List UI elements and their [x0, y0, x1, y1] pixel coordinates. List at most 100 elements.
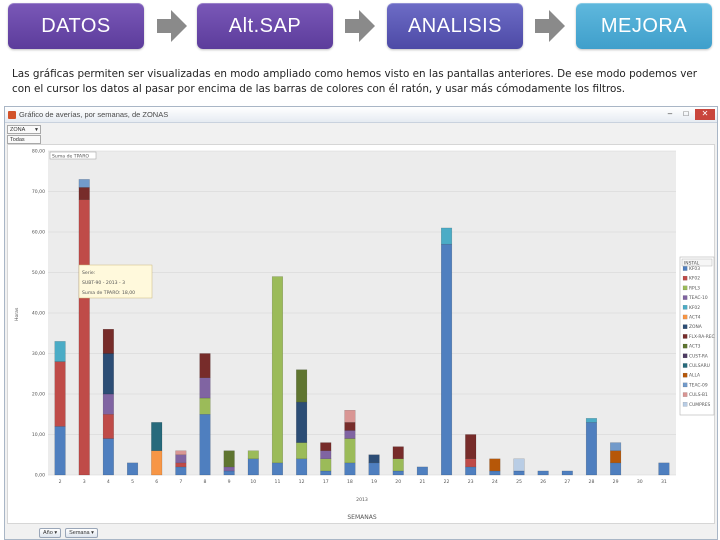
y-axis-ticks: 0,00 10,00 20,00 30,00 40,00 50,00 60,00 70,00 8… — [32, 149, 45, 479]
bar-segment[interactable] — [199, 377, 211, 399]
bar-segment[interactable] — [223, 466, 235, 472]
legend-item: TEAC-09 — [688, 382, 708, 388]
bar-segment[interactable] — [441, 227, 453, 245]
bar-segment[interactable] — [296, 458, 308, 476]
bar-segment[interactable] — [610, 450, 622, 464]
legend-swatch — [682, 353, 688, 359]
year-field-button[interactable]: Año ▾ — [39, 528, 62, 538]
step-analisis[interactable]: ANALISIS — [387, 3, 523, 49]
bar-segment[interactable] — [561, 470, 573, 476]
x-tick-label: 11 — [275, 479, 281, 485]
bar-segment[interactable] — [199, 353, 211, 378]
zona-filter-name: ZONA — [10, 127, 26, 133]
bar-segment[interactable] — [151, 422, 163, 451]
stacked-bar-chart: 0,00 10,00 20,00 30,00 40,00 50,00 60,00 70,00 8… — [14, 149, 715, 522]
bar-segment[interactable] — [102, 414, 114, 439]
bar-segment[interactable] — [513, 470, 525, 476]
bar-segment[interactable] — [151, 450, 163, 476]
bar-segment[interactable] — [199, 397, 211, 415]
bar-segment[interactable] — [127, 462, 139, 476]
bar-segment[interactable] — [54, 426, 66, 476]
bar-segment[interactable] — [102, 393, 114, 415]
bar-segment[interactable] — [78, 199, 90, 476]
bar-segment[interactable] — [392, 470, 404, 476]
bar-segment[interactable] — [368, 454, 380, 464]
bar-segment[interactable] — [296, 369, 308, 403]
step-mejora-label: MEJORA — [600, 14, 688, 37]
bar-segment[interactable] — [585, 418, 597, 423]
x-tick-label: 24 — [492, 479, 498, 485]
bar-segment[interactable] — [175, 462, 187, 468]
bar-segment[interactable] — [489, 470, 501, 476]
x-tick-label: 18 — [347, 479, 353, 485]
tooltip-line-2: SUBT-90 - 2013 - 3 — [82, 280, 125, 286]
bar-segment[interactable] — [320, 450, 332, 460]
step-datos[interactable]: DATOS — [8, 3, 144, 49]
bar-segment[interactable] — [296, 401, 308, 443]
y-tick-label: 40,00 — [32, 311, 45, 317]
bar-segment[interactable] — [175, 466, 187, 476]
bar-segment[interactable] — [344, 422, 356, 431]
bar-segment[interactable] — [465, 458, 477, 468]
x-tick-label: 23 — [468, 479, 474, 485]
bar-segment[interactable] — [465, 434, 477, 459]
bar-segment[interactable] — [392, 446, 404, 459]
window-titlebar[interactable]: Gráfico de averías, por semanas, de ZONA… — [5, 107, 717, 123]
step-altsap[interactable]: Alt.SAP — [197, 3, 333, 49]
legend-item: KF03 — [689, 266, 700, 272]
bar-segment[interactable] — [610, 442, 622, 451]
bar-segment[interactable] — [247, 450, 259, 460]
bar-segment[interactable] — [54, 341, 66, 362]
zona-filter-label[interactable]: ZONA ▼ — [7, 125, 41, 134]
arrow-right-icon — [157, 10, 187, 42]
bar-segment[interactable] — [296, 442, 308, 460]
bar-segment[interactable] — [54, 361, 66, 427]
bar-segment[interactable] — [344, 430, 356, 439]
legend-swatch — [682, 343, 688, 349]
bar-segment[interactable] — [223, 470, 235, 476]
bar-segment[interactable] — [658, 462, 670, 476]
x-tick-label: 19 — [371, 479, 377, 485]
legend-title-button[interactable] — [681, 258, 713, 267]
bar-segment[interactable] — [199, 414, 211, 476]
bar-segment[interactable] — [247, 458, 259, 476]
bar-segment[interactable] — [271, 462, 283, 476]
bar-segment[interactable] — [102, 353, 114, 395]
legend-swatch — [682, 295, 688, 300]
bar-segment[interactable] — [223, 450, 235, 468]
bar-segment[interactable] — [271, 276, 283, 464]
minimize-icon[interactable]: – — [667, 109, 673, 118]
bar-segment[interactable] — [78, 187, 90, 200]
bar-segment[interactable] — [610, 462, 622, 476]
bar-segment[interactable] — [489, 458, 501, 472]
series-field-button[interactable] — [49, 151, 97, 160]
maximize-icon[interactable]: □ — [683, 109, 689, 118]
chevron-down-icon: ▼ — [34, 127, 39, 133]
bar-segment[interactable] — [344, 438, 356, 464]
bar-segment[interactable] — [344, 462, 356, 476]
bar-segment[interactable] — [513, 458, 525, 472]
close-icon[interactable]: ✕ — [695, 109, 715, 120]
week-field-button[interactable]: Semana ▾ — [65, 528, 98, 538]
bar-segment[interactable] — [416, 466, 428, 476]
bar-segment[interactable] — [465, 466, 477, 476]
x-tick-label: 30 — [637, 479, 643, 485]
bar-segment[interactable] — [320, 442, 332, 451]
bar-segment[interactable] — [320, 470, 332, 476]
bar-segment[interactable] — [537, 470, 549, 476]
bar-segment[interactable] — [175, 450, 187, 455]
bar-segment[interactable] — [441, 243, 453, 476]
bar-segment[interactable] — [392, 458, 404, 472]
bar-segment[interactable] — [102, 438, 114, 476]
bar-segment[interactable] — [344, 410, 356, 423]
bar-segment[interactable] — [175, 454, 187, 464]
y-tick-label: 20,00 — [32, 392, 45, 398]
x-tick-label: 25 — [516, 479, 522, 485]
bar-segment[interactable] — [585, 422, 597, 476]
step-mejora[interactable]: MEJORA — [576, 3, 712, 49]
bar-segment[interactable] — [78, 179, 90, 188]
bar-segment[interactable] — [102, 328, 114, 354]
bar-segment[interactable] — [320, 458, 332, 472]
bar-segment[interactable] — [368, 462, 380, 476]
zona-filter-value[interactable]: Todas — [7, 135, 41, 144]
